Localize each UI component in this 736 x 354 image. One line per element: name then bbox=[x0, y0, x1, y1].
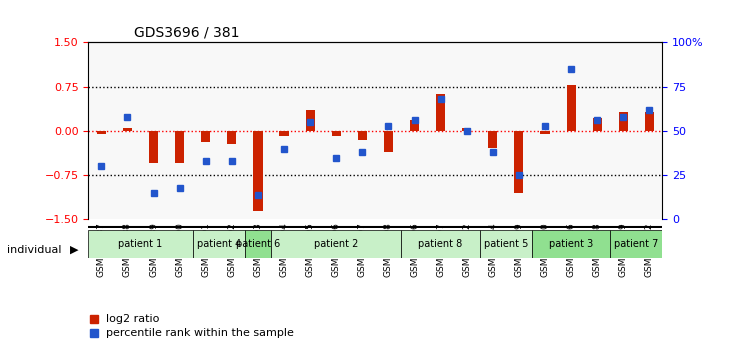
FancyBboxPatch shape bbox=[245, 230, 271, 258]
Bar bbox=[410, 120, 419, 131]
Bar bbox=[201, 131, 210, 142]
Text: percentile rank within the sample: percentile rank within the sample bbox=[105, 328, 294, 338]
Text: ▶: ▶ bbox=[70, 245, 79, 255]
Bar bbox=[462, 128, 471, 131]
Text: log2 ratio: log2 ratio bbox=[105, 314, 159, 324]
Bar bbox=[280, 131, 289, 136]
Text: patient 2: patient 2 bbox=[314, 239, 358, 249]
Bar bbox=[97, 131, 106, 134]
Bar bbox=[567, 85, 576, 131]
Text: patient 3: patient 3 bbox=[549, 239, 593, 249]
Text: patient 1: patient 1 bbox=[118, 239, 163, 249]
FancyBboxPatch shape bbox=[401, 230, 480, 258]
Bar bbox=[123, 128, 132, 131]
Bar bbox=[305, 110, 315, 131]
Bar bbox=[149, 131, 158, 164]
Bar bbox=[436, 95, 445, 131]
Text: patient 5: patient 5 bbox=[484, 239, 528, 249]
Bar bbox=[253, 131, 263, 211]
FancyBboxPatch shape bbox=[88, 230, 193, 258]
Bar bbox=[592, 118, 602, 131]
Text: patient 6: patient 6 bbox=[236, 239, 280, 249]
Bar bbox=[358, 131, 367, 140]
Bar bbox=[175, 131, 184, 164]
FancyBboxPatch shape bbox=[193, 230, 245, 258]
Text: patient 7: patient 7 bbox=[614, 239, 659, 249]
Bar bbox=[384, 131, 393, 152]
Text: patient 4: patient 4 bbox=[197, 239, 241, 249]
Bar bbox=[619, 112, 628, 131]
Bar bbox=[227, 131, 236, 144]
Bar bbox=[514, 131, 523, 193]
Bar bbox=[488, 131, 498, 148]
Text: individual: individual bbox=[7, 245, 62, 255]
FancyBboxPatch shape bbox=[610, 230, 662, 258]
FancyBboxPatch shape bbox=[480, 230, 532, 258]
Text: patient 8: patient 8 bbox=[419, 239, 463, 249]
FancyBboxPatch shape bbox=[532, 230, 610, 258]
Bar bbox=[540, 131, 550, 134]
Bar bbox=[645, 112, 654, 131]
Text: GDS3696 / 381: GDS3696 / 381 bbox=[134, 26, 240, 40]
Bar bbox=[332, 131, 341, 136]
FancyBboxPatch shape bbox=[271, 230, 401, 258]
